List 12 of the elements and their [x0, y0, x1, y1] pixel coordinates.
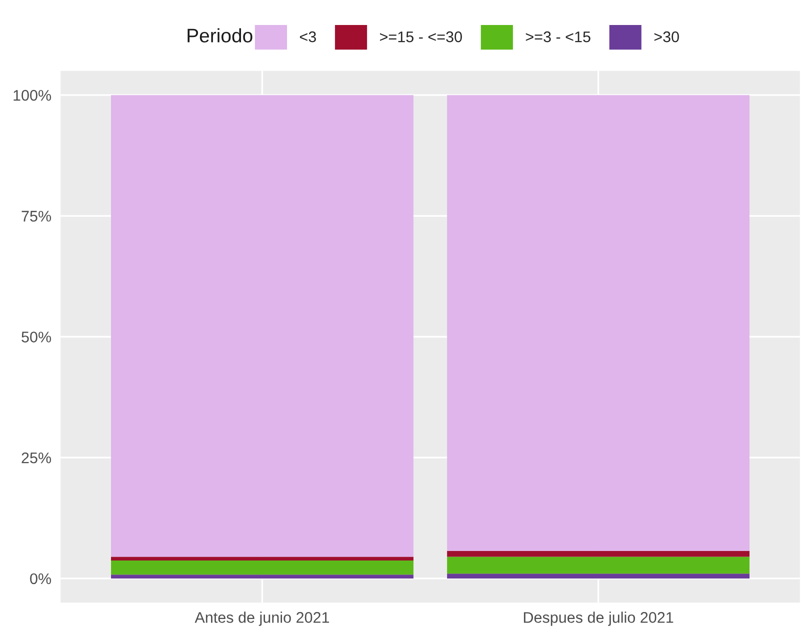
- x-tick-label: Antes de junio 2021: [194, 612, 330, 626]
- legend-label: >=15 - <=30: [380, 31, 462, 42]
- legend-label: >30: [654, 31, 679, 42]
- y-tick-label: 25%: [22, 452, 52, 464]
- legend-label: >=3 - <15: [526, 31, 590, 42]
- legend-title: Periodo: [188, 28, 252, 42]
- legend-label: <3: [300, 31, 316, 42]
- y-tick-label: 75%: [22, 210, 52, 222]
- x-tick-label: Despues de julio 2021: [524, 612, 674, 626]
- y-tick-label: 50%: [22, 332, 52, 342]
- y-tick-label: 100%: [14, 90, 52, 101]
- y-tick-label: 0%: [30, 573, 52, 584]
